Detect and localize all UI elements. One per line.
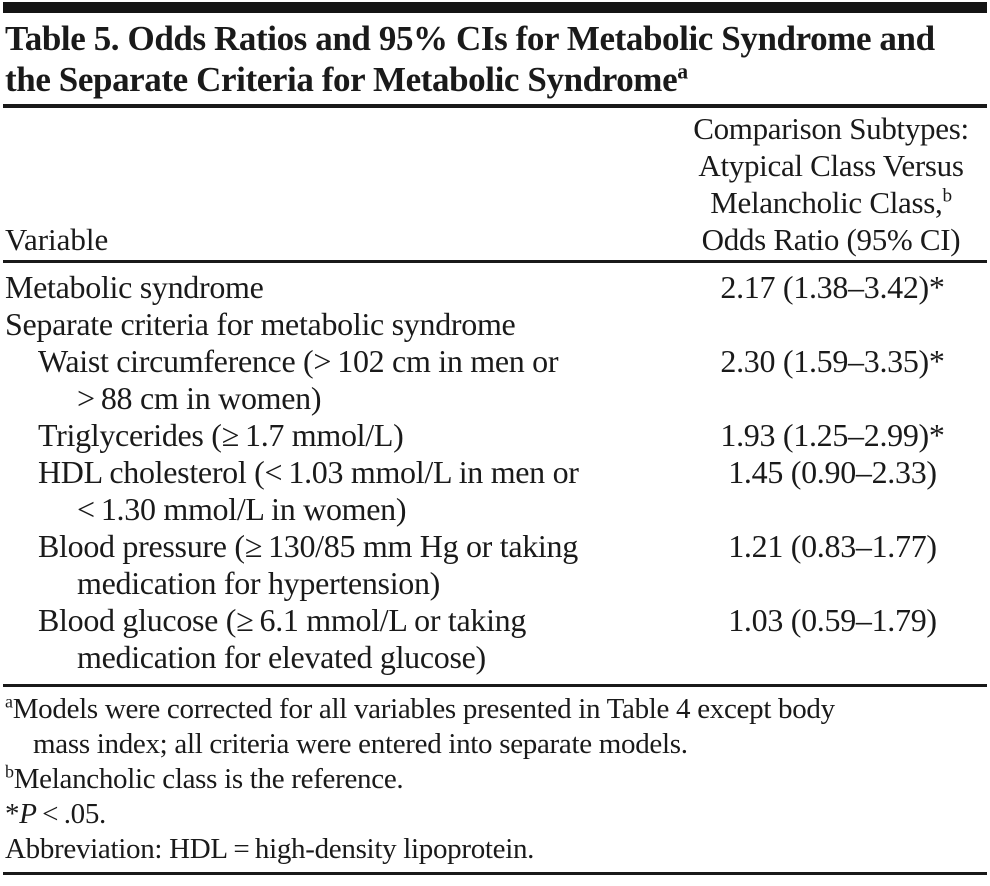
row-label-line1: Blood glucose (≥ 6.1 mmol/L or taking bbox=[38, 602, 527, 638]
header-divider-rule bbox=[3, 260, 987, 263]
table-row: Metabolic syndrome 2.17 (1.38–3.42)* bbox=[5, 269, 985, 306]
row-label: Triglycerides (≥ 1.7 mmol/L) bbox=[38, 417, 404, 453]
row-label: Separate criteria for metabolic syndrome bbox=[5, 306, 516, 342]
footnote-a-marker: a bbox=[5, 691, 13, 712]
comparison-header-line3: Melancholic Class,b bbox=[710, 185, 952, 220]
table-title-line1: Table 5. Odds Ratios and 95% CIs for Met… bbox=[5, 19, 935, 58]
column-header-comparison: Comparison Subtypes: Atypical Class Vers… bbox=[677, 110, 985, 258]
row-label-line1: Blood pressure (≥ 130/85 mm Hg or taking bbox=[38, 528, 578, 564]
row-label-line2: > 88 cm in women) bbox=[77, 380, 322, 416]
row-label: Blood glucose (≥ 6.1 mmol/L or taking me… bbox=[5, 602, 680, 676]
row-label: Waist circumference (> 102 cm in men or … bbox=[5, 343, 680, 417]
row-value: 2.17 (1.38–3.42)* bbox=[720, 269, 945, 305]
table-row: Triglycerides (≥ 1.7 mmol/L) 1.93 (1.25–… bbox=[5, 417, 985, 454]
row-label: Metabolic syndrome bbox=[5, 269, 264, 305]
footnote-a-line1: aModels were corrected for all variables… bbox=[5, 691, 835, 725]
row-value: 1.93 (1.25–2.99)* bbox=[720, 417, 945, 453]
row-label-line2: medication for elevated glucose) bbox=[77, 639, 486, 675]
footnote-b-marker: b bbox=[5, 761, 14, 782]
header-footnote-marker: b bbox=[942, 185, 952, 207]
p-value-symbol: P bbox=[19, 798, 37, 830]
table-row: Waist circumference (> 102 cm in men or … bbox=[5, 343, 985, 417]
table-title-line2: the Separate Criteria for Metabolic Synd… bbox=[5, 59, 688, 99]
row-label-line1: Waist circumference (> 102 cm in men or bbox=[38, 343, 559, 379]
footnote-abbreviation: Abbreviation: HDL = high-density lipopro… bbox=[5, 833, 535, 865]
row-value: 2.30 (1.59–3.35)* bbox=[720, 343, 945, 379]
table-bottom-rule bbox=[3, 872, 987, 875]
table-row: Blood glucose (≥ 6.1 mmol/L or taking me… bbox=[5, 602, 985, 676]
table-body: Metabolic syndrome 2.17 (1.38–3.42)* Sep… bbox=[0, 263, 990, 684]
row-label-line2: medication for hypertension) bbox=[77, 565, 441, 601]
asterisk-marker: * bbox=[5, 798, 20, 830]
table-footnotes: aModels were corrected for all variables… bbox=[0, 687, 990, 872]
row-label-line1: HDL cholesterol (< 1.03 mmol/L in men or bbox=[38, 454, 579, 490]
row-value: 1.21 (0.83–1.77) bbox=[728, 528, 937, 564]
comparison-header-line1: Comparison Subtypes: bbox=[693, 111, 969, 146]
table-row: Blood pressure (≥ 130/85 mm Hg or taking… bbox=[5, 528, 985, 602]
row-label: HDL cholesterol (< 1.03 mmol/L in men or… bbox=[5, 454, 680, 528]
row-value: 1.45 (0.90–2.33) bbox=[728, 454, 937, 490]
row-label-line2: < 1.30 mmol/L in women) bbox=[77, 491, 407, 527]
table-header-row: Variable Comparison Subtypes: Atypical C… bbox=[0, 108, 990, 260]
title-footnote-marker: a bbox=[677, 59, 688, 84]
title-divider-rule bbox=[3, 104, 987, 108]
row-label: Blood pressure (≥ 130/85 mm Hg or taking… bbox=[5, 528, 680, 602]
comparison-header-line2: Atypical Class Versus bbox=[698, 148, 964, 183]
table-title: Table 5. Odds Ratios and 95% CIs for Met… bbox=[0, 13, 990, 104]
footnote-b: bMelancholic class is the reference. bbox=[5, 761, 404, 795]
body-divider-rule bbox=[3, 684, 987, 687]
table-row: HDL cholesterol (< 1.03 mmol/L in men or… bbox=[5, 454, 985, 528]
comparison-header-line4: Odds Ratio (95% CI) bbox=[701, 222, 961, 257]
footnote-a-line2: mass index; all criteria were entered in… bbox=[33, 728, 688, 760]
table-row: Separate criteria for metabolic syndrome bbox=[5, 306, 985, 343]
footnote-significance: *P < .05. bbox=[5, 798, 106, 830]
table-top-rule bbox=[3, 2, 987, 13]
column-header-variable: Variable bbox=[5, 222, 109, 257]
row-value: 1.03 (0.59–1.79) bbox=[728, 602, 937, 638]
